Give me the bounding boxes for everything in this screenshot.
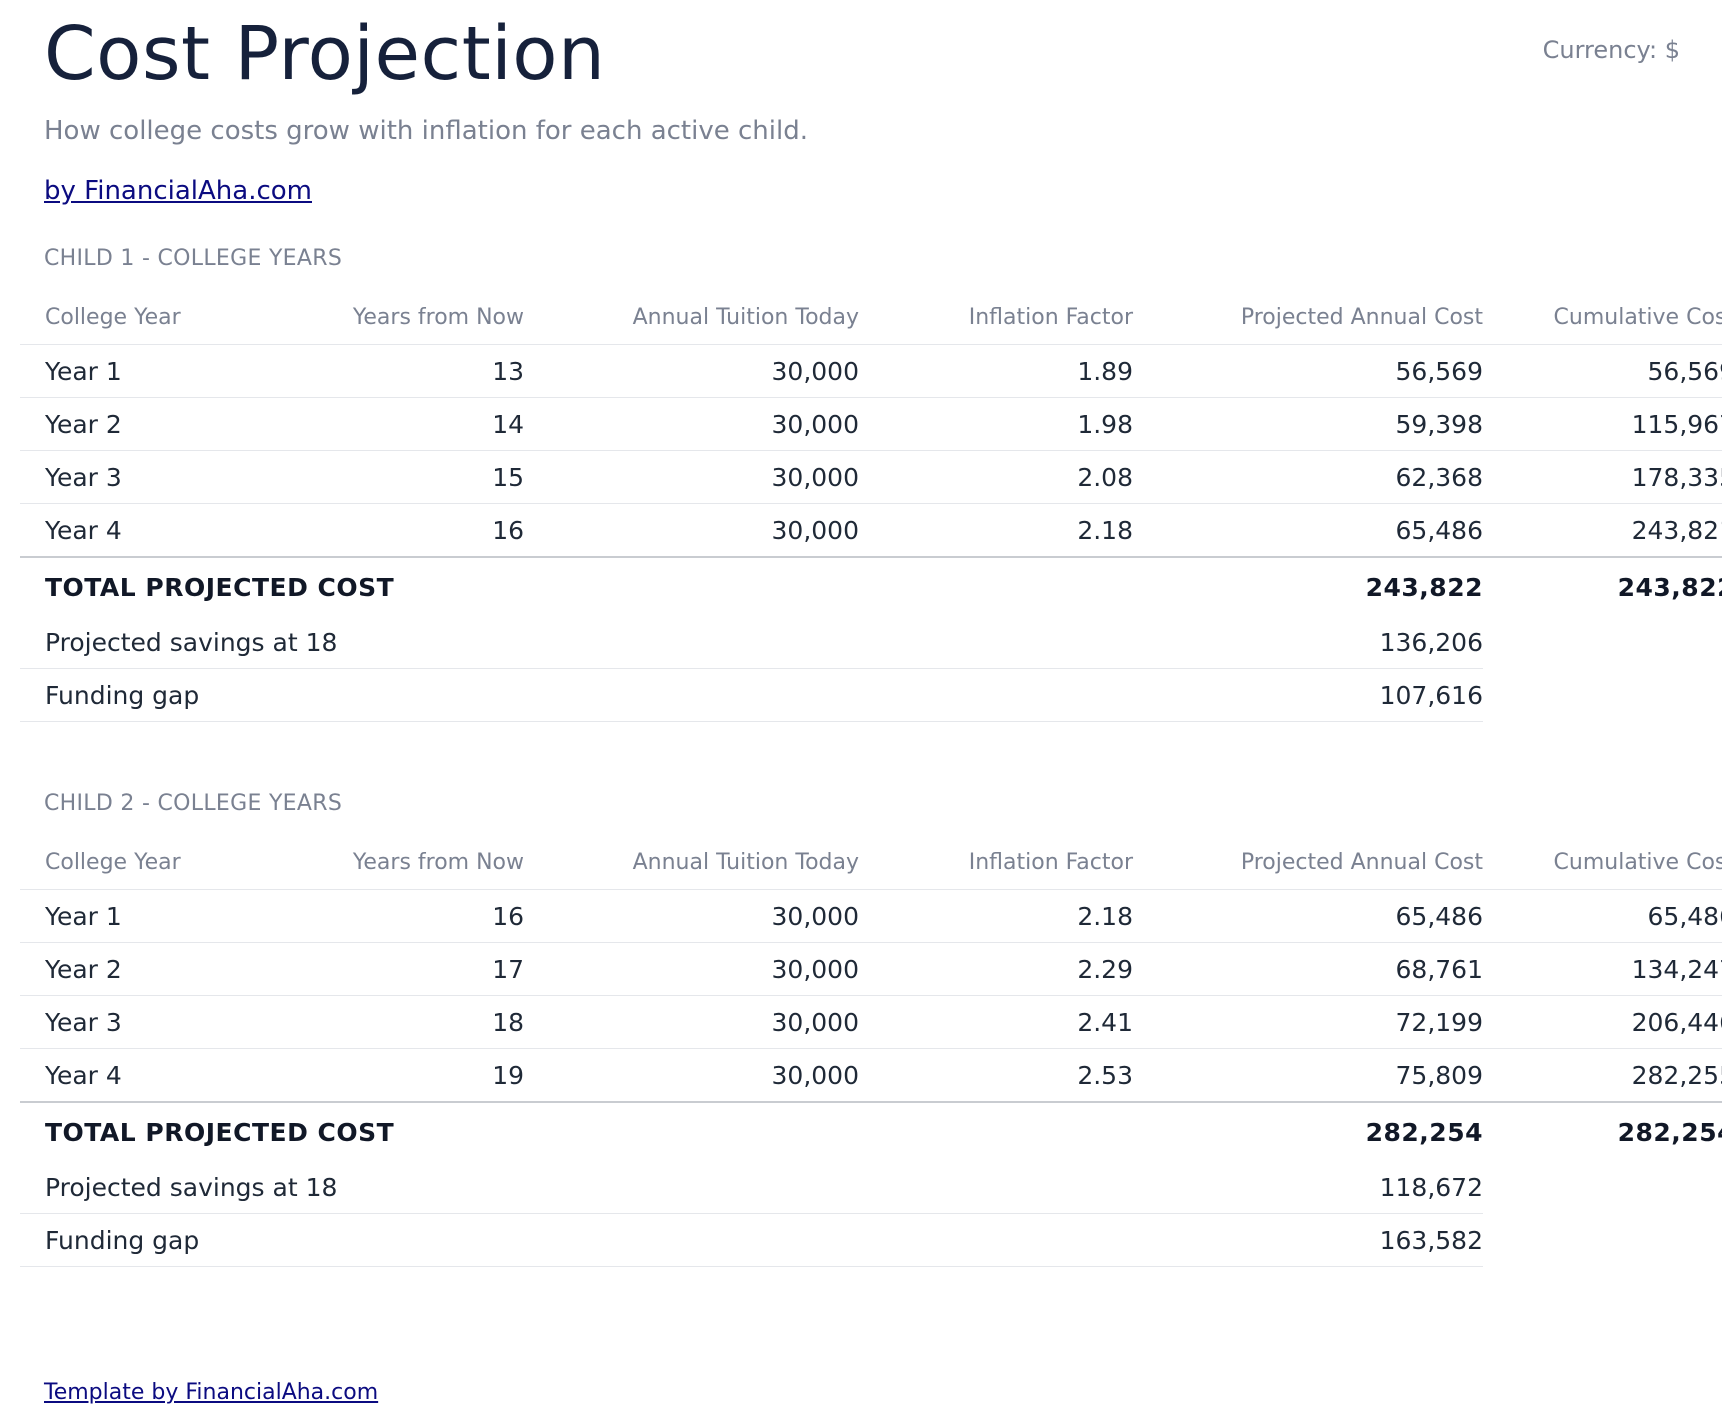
cell-college-year: Year 2: [20, 397, 273, 451]
cell-annual-tuition: 30,000: [524, 889, 859, 943]
col-header-college-year: College Year: [20, 835, 273, 890]
savings-value: 136,206: [1133, 616, 1483, 669]
col-header-projected-cost: Projected Annual Cost: [1133, 290, 1483, 345]
cell-projected-cost: 68,761: [1133, 942, 1483, 996]
total-projected-cost: 243,822: [1365, 572, 1483, 602]
total-row: TOTAL PROJECTED COST 243,822 243,822: [20, 557, 1722, 616]
cell-cumulative-cost: 178,335: [1483, 450, 1722, 504]
col-header-annual-tuition: Annual Tuition Today: [524, 835, 859, 890]
page-title: Cost Projection: [44, 11, 606, 97]
cell-projected-cost: 75,809: [1133, 1048, 1483, 1103]
cell-cumulative-cost: 65,486: [1483, 889, 1722, 943]
cell-years-from-now: 15: [273, 450, 524, 504]
table-row: Year 1 13 30,000 1.89 56,569 56,569: [20, 344, 1722, 398]
cell-inflation-factor: 2.18: [859, 889, 1133, 943]
child-1-cost-table: College Year Years from Now Annual Tuiti…: [20, 290, 1722, 722]
table-header-row: College Year Years from Now Annual Tuiti…: [20, 290, 1722, 345]
funding-gap-value: 107,616: [1133, 668, 1483, 722]
total-label: TOTAL PROJECTED COST: [45, 1117, 395, 1147]
cell-cumulative-cost: 134,247: [1483, 942, 1722, 996]
table-row: Year 2 17 30,000 2.29 68,761 134,247: [20, 942, 1722, 996]
cell-years-from-now: 18: [273, 995, 524, 1049]
child-2-cost-table: College Year Years from Now Annual Tuiti…: [20, 835, 1722, 1267]
col-header-inflation-factor: Inflation Factor: [859, 835, 1133, 890]
funding-gap-row: Funding gap 107,616: [20, 668, 1722, 722]
cell-projected-cost: 65,486: [1133, 503, 1483, 558]
cell-inflation-factor: 2.08: [859, 450, 1133, 504]
cell-college-year: Year 1: [20, 889, 273, 943]
cell-cumulative-cost: 282,255: [1483, 1048, 1722, 1103]
cell-years-from-now: 16: [273, 503, 524, 558]
total-projected-cost: 282,254: [1365, 1117, 1483, 1147]
page-subtitle: How college costs grow with inflation fo…: [44, 116, 808, 146]
cell-annual-tuition: 30,000: [524, 1048, 859, 1103]
col-header-cumulative-cost: Cumulative Cost: [1483, 290, 1722, 345]
child-1-section-title: CHILD 1 - COLLEGE YEARS: [44, 246, 343, 271]
funding-gap-row: Funding gap 163,582: [20, 1213, 1722, 1267]
table-row: Year 3 18 30,000 2.41 72,199 206,446: [20, 995, 1722, 1049]
child-2-section-title: CHILD 2 - COLLEGE YEARS: [44, 791, 343, 816]
cell-college-year: Year 4: [20, 1048, 273, 1103]
cell-college-year: Year 3: [20, 995, 273, 1049]
cell-college-year: Year 1: [20, 344, 273, 398]
cell-projected-cost: 62,368: [1133, 450, 1483, 504]
col-header-years-from-now: Years from Now: [273, 835, 524, 890]
cell-cumulative-cost: 56,569: [1483, 344, 1722, 398]
col-header-cumulative-cost: Cumulative Cost: [1483, 835, 1722, 890]
table-header-row: College Year Years from Now Annual Tuiti…: [20, 835, 1722, 890]
savings-value: 118,672: [1133, 1161, 1483, 1214]
cell-inflation-factor: 2.29: [859, 942, 1133, 996]
cell-cumulative-cost: 243,821: [1483, 503, 1722, 558]
total-cumulative-cost: 243,822: [1617, 572, 1722, 602]
col-header-annual-tuition: Annual Tuition Today: [524, 290, 859, 345]
cell-cumulative-cost: 115,967: [1483, 397, 1722, 451]
table-row: Year 2 14 30,000 1.98 59,398 115,967: [20, 397, 1722, 451]
cell-college-year: Year 2: [20, 942, 273, 996]
col-header-years-from-now: Years from Now: [273, 290, 524, 345]
cell-projected-cost: 59,398: [1133, 397, 1483, 451]
cell-annual-tuition: 30,000: [524, 344, 859, 398]
cell-college-year: Year 4: [20, 503, 273, 558]
table-row: Year 4 16 30,000 2.18 65,486 243,821: [20, 503, 1722, 558]
cell-years-from-now: 14: [273, 397, 524, 451]
col-header-college-year: College Year: [20, 290, 273, 345]
savings-row: Projected savings at 18 118,672: [20, 1161, 1722, 1214]
cell-annual-tuition: 30,000: [524, 450, 859, 504]
cell-years-from-now: 16: [273, 889, 524, 943]
currency-label: Currency: $: [1542, 36, 1680, 64]
funding-gap-label: Funding gap: [20, 668, 1133, 722]
total-label: TOTAL PROJECTED COST: [45, 572, 395, 602]
cell-annual-tuition: 30,000: [524, 503, 859, 558]
table-row: Year 4 19 30,000 2.53 75,809 282,255: [20, 1048, 1722, 1103]
funding-gap-value: 163,582: [1133, 1213, 1483, 1267]
cell-years-from-now: 13: [273, 344, 524, 398]
cell-projected-cost: 65,486: [1133, 889, 1483, 943]
savings-label: Projected savings at 18: [20, 616, 1133, 669]
cell-years-from-now: 17: [273, 942, 524, 996]
cell-years-from-now: 19: [273, 1048, 524, 1103]
funding-gap-label: Funding gap: [20, 1213, 1133, 1267]
cell-inflation-factor: 1.98: [859, 397, 1133, 451]
cell-inflation-factor: 1.89: [859, 344, 1133, 398]
col-header-projected-cost: Projected Annual Cost: [1133, 835, 1483, 890]
table-row: Year 1 16 30,000 2.18 65,486 65,486: [20, 889, 1722, 943]
cell-inflation-factor: 2.53: [859, 1048, 1133, 1103]
total-row: TOTAL PROJECTED COST 282,254 282,254: [20, 1102, 1722, 1161]
footer-template-link[interactable]: Template by FinancialAha.com: [44, 1380, 379, 1405]
savings-label: Projected savings at 18: [20, 1161, 1133, 1214]
cell-annual-tuition: 30,000: [524, 995, 859, 1049]
cell-annual-tuition: 30,000: [524, 942, 859, 996]
cell-projected-cost: 56,569: [1133, 344, 1483, 398]
savings-row: Projected savings at 18 136,206: [20, 616, 1722, 669]
col-header-inflation-factor: Inflation Factor: [859, 290, 1133, 345]
cell-inflation-factor: 2.18: [859, 503, 1133, 558]
cell-inflation-factor: 2.41: [859, 995, 1133, 1049]
table-row: Year 3 15 30,000 2.08 62,368 178,335: [20, 450, 1722, 504]
byline-link[interactable]: by FinancialAha.com: [44, 176, 312, 206]
cell-annual-tuition: 30,000: [524, 397, 859, 451]
cell-college-year: Year 3: [20, 450, 273, 504]
cell-cumulative-cost: 206,446: [1483, 995, 1722, 1049]
total-cumulative-cost: 282,254: [1617, 1117, 1722, 1147]
cell-projected-cost: 72,199: [1133, 995, 1483, 1049]
